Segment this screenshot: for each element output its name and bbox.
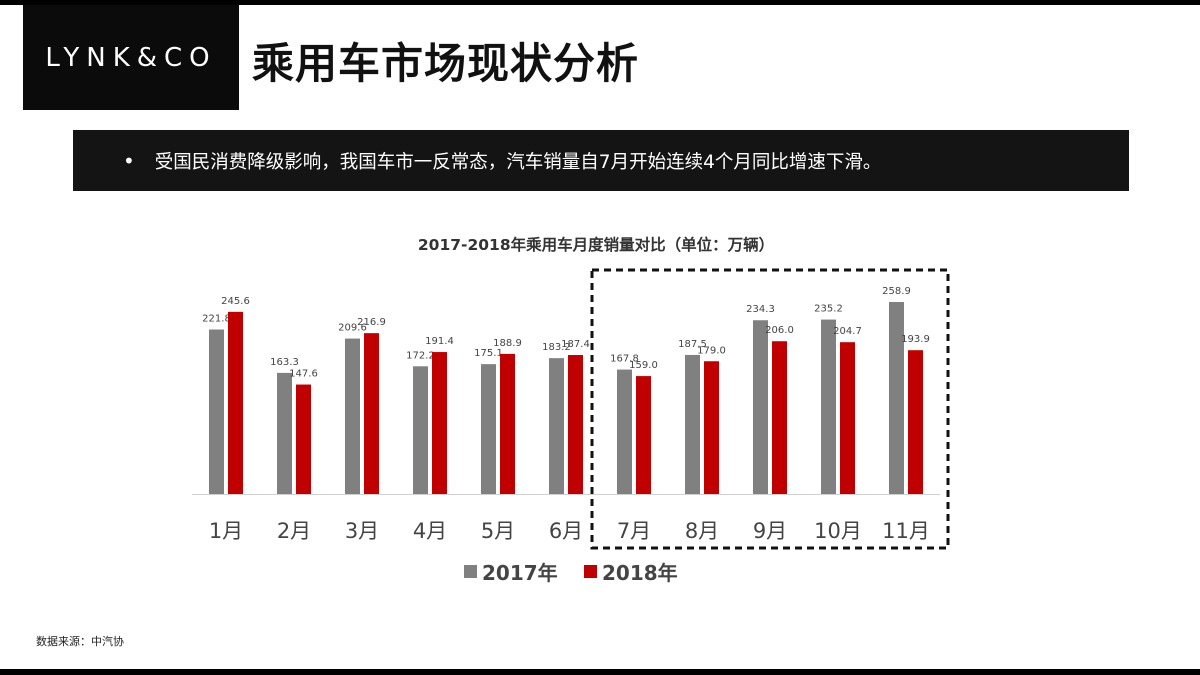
data-label-2017-2: 163.3 [270,357,299,368]
data-label-2018-5: 188.9 [493,338,522,349]
summary-text: 受国民消费降级影响，我国车市一反常态，汽车销量自7月开始连续4个月同比增速下滑。 [154,151,882,173]
data-label-2017-6: 183.2 [542,342,571,353]
data-label-2018-4: 191.4 [425,336,454,347]
data-label-2018-1: 245.6 [221,296,250,307]
top-frame-bar [0,0,1200,5]
bar-2017-5 [481,364,496,494]
data-source-note: 数据来源：中汽协 [36,635,124,648]
bar-2018-1 [228,311,243,494]
data-label-2018-11: 193.9 [901,334,930,345]
data-label-2018-8: 179.0 [697,345,726,356]
bar-2017-10 [821,319,836,494]
summary-banner: • 受国民消费降级影响，我国车市一反常态，汽车销量自7月开始连续4个月同比增速下… [73,130,1129,191]
legend-swatch-2017 [464,565,477,578]
data-label-2018-6: 187.4 [561,339,590,350]
data-label-2018-7: 159.0 [629,360,658,371]
bar-2017-1 [209,329,224,494]
data-label-2017-7: 167.8 [610,354,639,365]
bar-2018-11 [908,350,923,494]
bar-2018-2 [296,384,311,494]
bar-2018-8 [704,361,719,494]
data-label-2018-10: 204.7 [833,326,862,337]
legend-label-2018: 2018年 [602,561,678,585]
data-label-2017-4: 172.2 [406,350,435,361]
data-label-2017-9: 234.3 [746,304,775,315]
x-tick-label-7: 7月 [617,519,651,543]
bottom-frame-bar [0,669,1200,675]
x-tick-label-5: 5月 [481,519,515,543]
data-label-2017-3: 209.6 [338,323,367,334]
brand-logo: LYNK&CO [23,5,239,110]
bar-2017-3 [345,338,360,494]
highlight-dashed-box [590,268,950,550]
data-label-2017-8: 187.5 [678,339,707,350]
bar-2018-10 [840,342,855,494]
data-label-2017-1: 221.8 [202,314,231,325]
bullet-icon: • [123,148,135,173]
data-label-2018-9: 206.0 [765,325,794,336]
data-label-2018-3: 216.9 [357,317,386,328]
bar-2017-7 [617,369,632,494]
bar-2017-9 [753,320,768,494]
x-tick-label-9: 9月 [753,519,787,543]
x-tick-label-10: 10月 [814,519,862,543]
x-tick-label-11: 11月 [882,519,930,543]
bar-2018-6 [568,355,583,494]
bar-2018-3 [364,333,379,494]
chart-title: 2017-2018年乘用车月度销量对比（单位：万辆） [418,235,774,254]
bar-2017-6 [549,358,564,494]
data-label-2018-2: 147.6 [289,369,318,380]
bar-2018-7 [636,376,651,494]
page-title: 乘用车市场现状分析 [252,39,640,88]
bar-2018-4 [432,352,447,494]
x-tick-label-2: 2月 [277,519,311,543]
bar-2018-9 [772,341,787,494]
x-tick-label-1: 1月 [209,519,243,543]
legend-swatch-2018 [584,565,597,578]
x-tick-label-4: 4月 [413,519,447,543]
bar-2017-2 [277,372,292,494]
data-label-2017-10: 235.2 [814,304,843,315]
brand-logo-text: LYNK&CO [45,42,217,73]
bar-2017-11 [889,302,904,494]
data-label-2017-5: 175.1 [474,348,503,359]
bar-2018-5 [500,353,515,494]
bar-2017-4 [413,366,428,494]
x-tick-label-8: 8月 [685,519,719,543]
x-tick-label-6: 6月 [549,519,583,543]
x-tick-label-3: 3月 [345,519,379,543]
legend-label-2017: 2017年 [482,561,558,585]
bar-2017-8 [685,354,700,494]
data-label-2017-11: 258.9 [882,286,911,297]
